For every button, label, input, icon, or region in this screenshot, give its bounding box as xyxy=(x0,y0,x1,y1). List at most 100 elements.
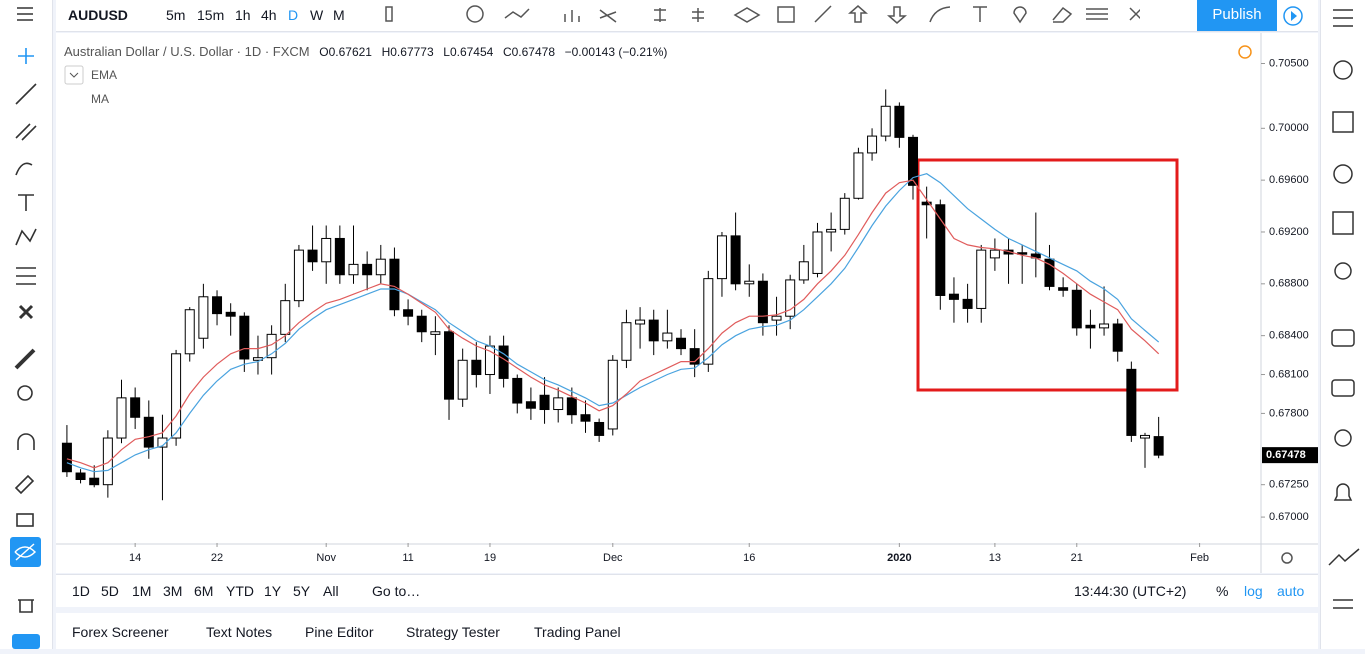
percent-toggle[interactable]: % xyxy=(1216,583,1229,599)
candle-body xyxy=(416,315,427,333)
streams-icon[interactable] xyxy=(1334,429,1352,447)
more-icon[interactable] xyxy=(1333,599,1353,609)
range[interactable]: 5D xyxy=(101,583,119,599)
interval[interactable]: 15m xyxy=(197,7,225,23)
publish-button[interactable]: Publish xyxy=(1197,0,1277,31)
tool-icon[interactable] xyxy=(733,7,761,23)
tab[interactable]: Trading Panel xyxy=(534,624,621,640)
candle-body xyxy=(498,345,509,379)
candle-body xyxy=(430,331,441,335)
notifications-icon[interactable] xyxy=(1333,483,1353,501)
watchlist-icon[interactable] xyxy=(1333,9,1353,27)
tool-icon[interactable] xyxy=(1052,6,1073,23)
chat-tool[interactable] xyxy=(12,634,40,649)
play-icon[interactable] xyxy=(1282,5,1304,27)
chat-icon[interactable] xyxy=(1331,379,1355,397)
magnet-tool[interactable] xyxy=(17,433,35,450)
right-toolbar xyxy=(1320,0,1365,649)
interval[interactable]: 1h xyxy=(235,7,251,23)
interval[interactable]: 5m xyxy=(166,7,186,23)
tool-icon[interactable] xyxy=(385,6,393,22)
candle-body xyxy=(676,337,687,350)
log-toggle[interactable]: log xyxy=(1244,583,1263,599)
indicator-ema[interactable]: EMA xyxy=(91,68,118,82)
collapse-button[interactable] xyxy=(64,65,84,85)
indicator-ma[interactable]: MA xyxy=(91,92,109,106)
prediction-tool[interactable] xyxy=(16,267,36,285)
range[interactable]: 3M xyxy=(163,583,183,599)
lock-tool[interactable] xyxy=(16,513,34,527)
tool-icon[interactable] xyxy=(777,6,795,23)
interval[interactable]: M xyxy=(333,7,345,23)
chat-icon[interactable] xyxy=(1331,329,1355,347)
candle-body xyxy=(976,249,987,309)
y-tick-label: 0.68400 xyxy=(1269,330,1309,342)
tool-icon[interactable] xyxy=(814,5,832,23)
tool-icon[interactable] xyxy=(599,9,617,23)
line-tool[interactable] xyxy=(15,83,37,105)
alarm-icon[interactable] xyxy=(1333,60,1353,80)
alert-icon[interactable] xyxy=(1238,45,1252,59)
fib-tool[interactable] xyxy=(15,123,37,141)
tool-icon[interactable] xyxy=(692,8,704,22)
tab[interactable]: Pine Editor xyxy=(305,624,374,640)
x-tick-label: Nov xyxy=(316,552,336,564)
candle-body xyxy=(143,416,154,448)
candle-body xyxy=(1071,289,1082,329)
candle-body xyxy=(771,315,782,321)
candle-body xyxy=(962,298,973,309)
chart-icon[interactable] xyxy=(1328,548,1360,566)
y-tick-label: 0.69600 xyxy=(1269,174,1309,186)
interval[interactable]: W xyxy=(310,7,324,23)
menu-icon[interactable] xyxy=(17,7,33,21)
lock-draw-tool[interactable] xyxy=(14,474,35,495)
tool-icon[interactable] xyxy=(1086,8,1108,20)
range[interactable]: All xyxy=(323,583,339,599)
tab[interactable]: Strategy Tester xyxy=(406,624,500,640)
tool-icon[interactable] xyxy=(564,10,580,22)
auto-toggle[interactable]: auto xyxy=(1277,583,1305,599)
instrument-title: Australian Dollar / U.S. Dollar · 1D · F… xyxy=(64,44,310,59)
y-tick-label: 0.67000 xyxy=(1269,511,1309,523)
ideas-icon[interactable] xyxy=(1334,262,1352,280)
pattern-tool[interactable] xyxy=(15,228,37,246)
candle-body xyxy=(239,315,250,360)
range[interactable]: 5Y xyxy=(293,583,311,599)
ruler-tool[interactable] xyxy=(14,348,36,370)
remove-tool[interactable] xyxy=(18,304,34,320)
tool-icon[interactable] xyxy=(1013,6,1027,24)
tool-icon[interactable] xyxy=(466,5,484,23)
x-tick-label: Dec xyxy=(603,552,623,564)
crosshair-tool[interactable] xyxy=(18,48,34,64)
range[interactable]: YTD xyxy=(226,583,254,599)
go-to[interactable]: Go to… xyxy=(372,583,421,599)
text-tool[interactable] xyxy=(18,194,34,211)
zoom-tool[interactable] xyxy=(17,385,33,401)
symbol[interactable]: AUDUSD xyxy=(68,7,128,23)
tool-icon[interactable] xyxy=(887,6,907,24)
candle-body xyxy=(648,319,659,342)
hotlist-icon[interactable] xyxy=(1333,164,1353,184)
range[interactable]: 1M xyxy=(132,583,152,599)
data-window-icon[interactable] xyxy=(1332,111,1354,133)
range[interactable]: 1Y xyxy=(264,583,282,599)
range[interactable]: 1D xyxy=(72,583,90,599)
interval[interactable]: D xyxy=(288,7,299,23)
tool-icon[interactable] xyxy=(1129,7,1140,21)
calendar-icon[interactable] xyxy=(1332,211,1354,235)
trash-tool[interactable] xyxy=(18,599,34,613)
tool-icon[interactable] xyxy=(504,8,530,19)
candle-body xyxy=(334,237,345,276)
tool-icon[interactable] xyxy=(929,6,951,23)
tool-icon[interactable] xyxy=(654,8,666,22)
brush-tool[interactable] xyxy=(15,162,33,176)
settings-icon[interactable] xyxy=(1281,552,1293,564)
interval[interactable]: 4h xyxy=(261,7,277,23)
candle-body xyxy=(116,397,127,439)
range[interactable]: 6M xyxy=(194,583,214,599)
tool-icon[interactable] xyxy=(973,6,987,22)
tool-icon[interactable] xyxy=(848,5,868,23)
tab[interactable]: Text Notes xyxy=(206,624,273,640)
candle-body xyxy=(839,197,850,230)
tab[interactable]: Forex Screener xyxy=(72,624,169,640)
